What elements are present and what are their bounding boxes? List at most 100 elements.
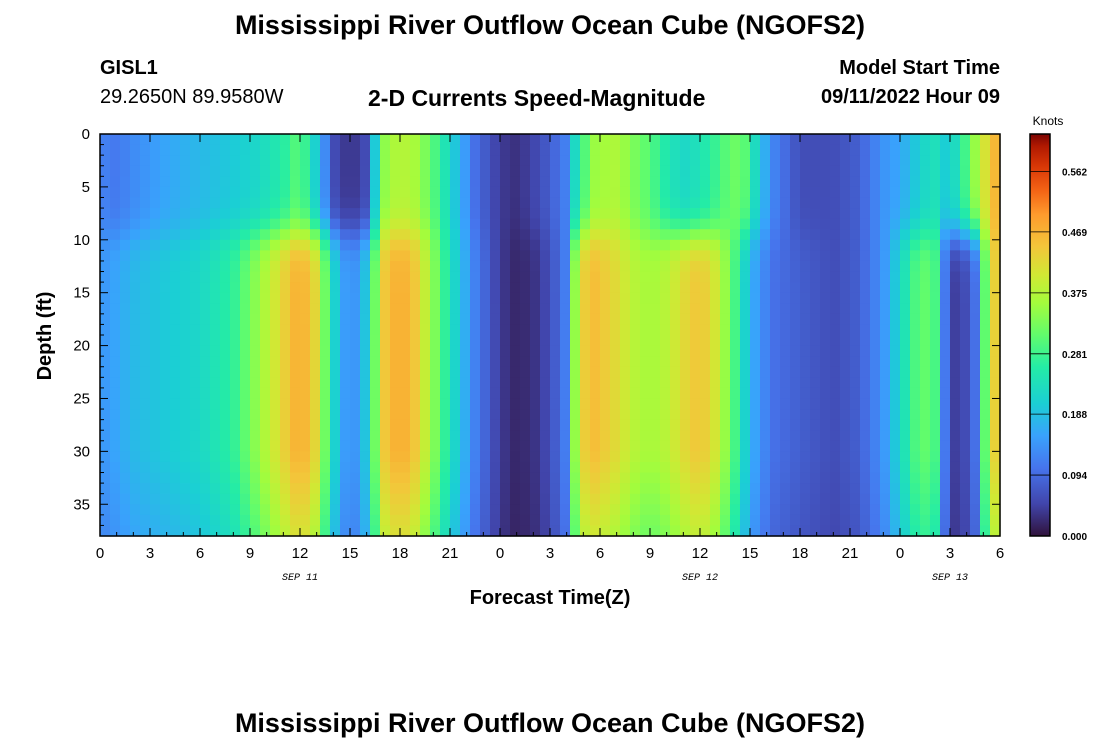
heatmap-cell (990, 313, 1001, 326)
heatmap-cell (590, 504, 601, 516)
heatmap-cell (110, 303, 121, 315)
heatmap-cell (630, 197, 641, 209)
heatmap-cell (100, 208, 111, 220)
heatmap-cell (990, 208, 1001, 220)
heatmap-cell (650, 387, 661, 400)
heatmap-cell (280, 239, 291, 251)
heatmap-cell (820, 387, 831, 400)
heatmap-cell (270, 493, 281, 505)
heatmap-cell (210, 134, 221, 146)
heatmap-cell (790, 250, 801, 262)
heatmap-cell (740, 239, 751, 251)
heatmap-cell (850, 419, 861, 431)
heatmap-cell (590, 144, 601, 156)
heatmap-cell (660, 165, 671, 177)
heatmap-cell (440, 239, 451, 251)
heatmap-cell (940, 313, 951, 326)
heatmap-cell (220, 324, 231, 336)
heatmap-cell (230, 271, 241, 283)
heatmap-cell (830, 144, 841, 156)
heatmap-cell (890, 250, 901, 262)
heatmap-cell (760, 144, 771, 156)
heatmap-cell (240, 144, 251, 156)
heatmap-cell (420, 398, 431, 410)
heatmap-cell (160, 398, 171, 410)
heatmap-cell (830, 218, 841, 230)
heatmap-cell (670, 186, 681, 199)
heatmap-cell (640, 398, 651, 410)
heatmap-cell (280, 218, 291, 230)
colorbar-gradient (1029, 133, 1051, 537)
heatmap-cell (150, 335, 161, 347)
heatmap-cell (310, 186, 321, 199)
heatmap-cell (530, 155, 541, 167)
heatmap-cell (140, 313, 151, 326)
heatmap-cell (150, 239, 161, 251)
heatmap-cell (580, 303, 591, 315)
heatmap-cell (160, 387, 171, 400)
heatmap-cell (320, 144, 331, 156)
heatmap-cell (640, 165, 651, 177)
heatmap-cell (670, 409, 681, 421)
heatmap-cell (500, 430, 511, 442)
heatmap-cell (370, 324, 381, 336)
heatmap-cell (380, 335, 391, 347)
heatmap-cell (170, 514, 181, 527)
heatmap-cell (150, 186, 161, 199)
heatmap-cell (380, 514, 391, 527)
heatmap-cell (560, 176, 571, 188)
heatmap-cell (760, 483, 771, 495)
heatmap-cell (190, 292, 201, 304)
heatmap-cell (350, 514, 361, 527)
heatmap-cell (630, 525, 641, 537)
heatmap-cell (570, 525, 581, 537)
heatmap-cell (420, 387, 431, 400)
heatmap-cell (960, 282, 971, 294)
heatmap-cell (370, 472, 381, 484)
heatmap-cell (600, 514, 611, 527)
heatmap-cell (540, 208, 551, 220)
heatmap-cell (880, 430, 891, 442)
heatmap-cell (450, 345, 461, 357)
heatmap-cell (800, 176, 811, 188)
heatmap-cell (780, 366, 791, 378)
heatmap-cell (420, 366, 431, 378)
heatmap-cell (630, 387, 641, 400)
heatmap-cell (440, 514, 451, 527)
heatmap-cell (930, 335, 941, 347)
heatmap-cell (400, 377, 411, 389)
heatmap-cell (760, 335, 771, 347)
heatmap-cell (760, 409, 771, 421)
heatmap-cell (170, 356, 181, 368)
heatmap-cell (910, 398, 921, 410)
heatmap-cell (110, 229, 121, 241)
heatmap-cell (510, 525, 521, 537)
heatmap-cell (420, 472, 431, 484)
heatmap-cell (300, 472, 311, 484)
heatmap-cell (300, 440, 311, 452)
heatmap-cell (170, 409, 181, 421)
heatmap-cell (770, 292, 781, 304)
heatmap-cell (210, 525, 221, 537)
heatmap-cell (580, 387, 591, 400)
heatmap-cell (380, 493, 391, 505)
heatmap-cell (850, 292, 861, 304)
heatmap-cell (700, 229, 711, 241)
heatmap-cell (480, 176, 491, 188)
heatmap-cell (780, 313, 791, 326)
heatmap-cell (170, 387, 181, 400)
heatmap-cell (470, 461, 481, 474)
heatmap-cell (970, 366, 981, 378)
heatmap-cell (210, 292, 221, 304)
heatmap-cell (250, 525, 261, 537)
heatmap-cell (770, 419, 781, 431)
heatmap-cell (930, 144, 941, 156)
heatmap-cell (120, 282, 131, 294)
heatmap-cell (910, 504, 921, 516)
heatmap-cell (430, 493, 441, 505)
heatmap-cell (190, 250, 201, 262)
heatmap-cell (390, 229, 401, 241)
heatmap-cell (900, 165, 911, 177)
heatmap-cell (480, 366, 491, 378)
heatmap-cell (350, 134, 361, 146)
